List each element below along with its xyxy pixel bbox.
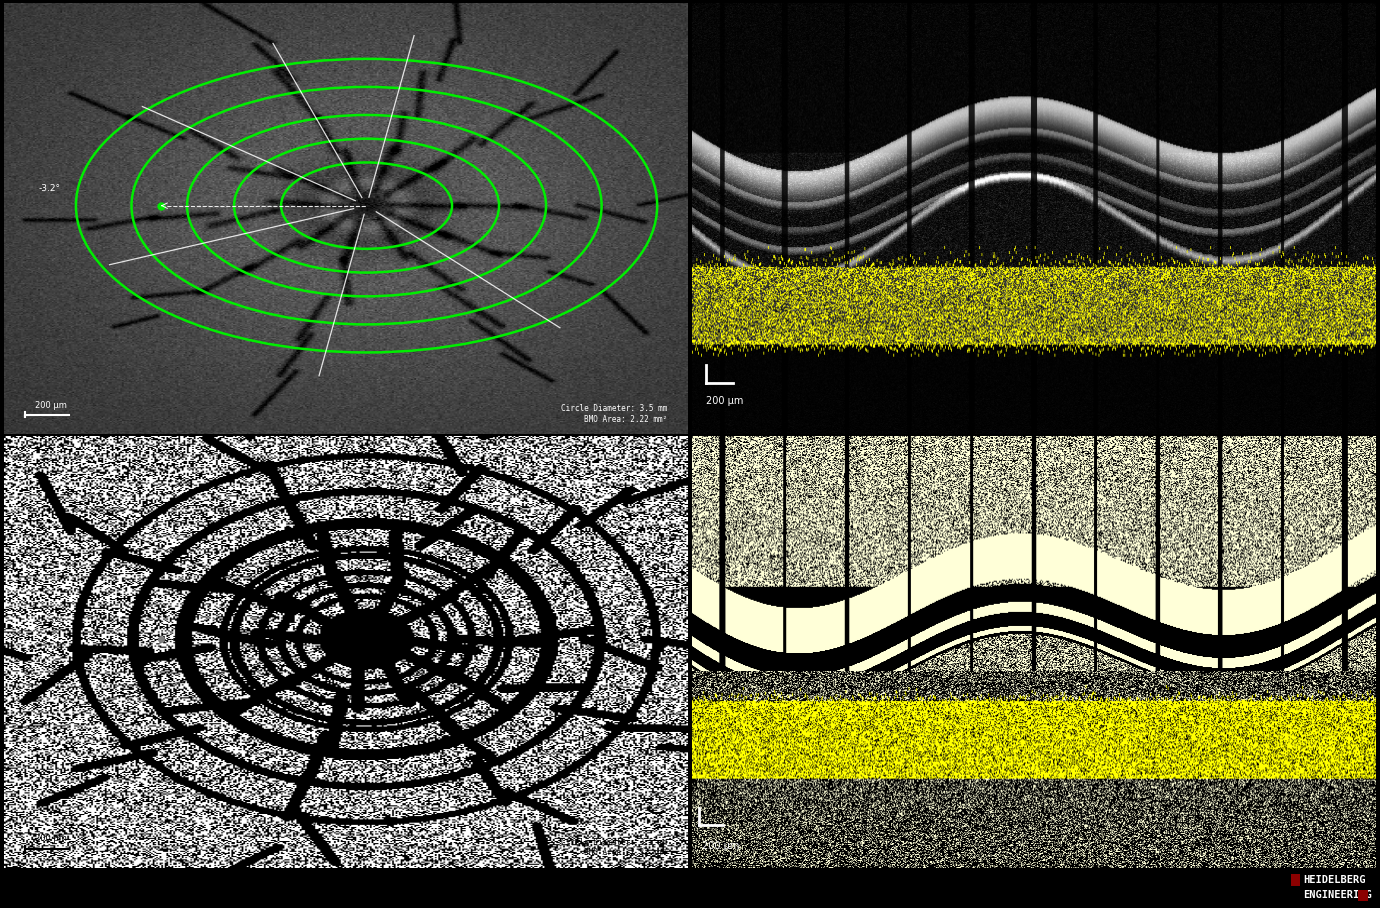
Text: Circle Diameter: 3.5 mm
BMO Area: 2.22 mm²: Circle Diameter: 3.5 mm BMO Area: 2.22 m… [562, 404, 668, 424]
Text: HEIDELBERG: HEIDELBERG [1303, 874, 1366, 884]
Bar [1358, 890, 1368, 901]
Text: 200 μm: 200 μm [705, 396, 742, 406]
Text: 200 μm: 200 μm [702, 841, 740, 851]
Bar [1290, 874, 1300, 886]
Text: -3.2°: -3.2° [39, 183, 61, 192]
Text: 200 μm: 200 μm [34, 834, 66, 844]
Text: Circle Diameter: 3.5 mm
BMO Area: 2.22 mm²: Circle Diameter: 3.5 mm BMO Area: 2.22 m… [562, 838, 668, 857]
Text: ENGINEERING: ENGINEERING [1303, 890, 1372, 900]
Text: -3.2°: -3.2° [39, 619, 59, 628]
Text: 200 μm: 200 μm [34, 400, 66, 410]
